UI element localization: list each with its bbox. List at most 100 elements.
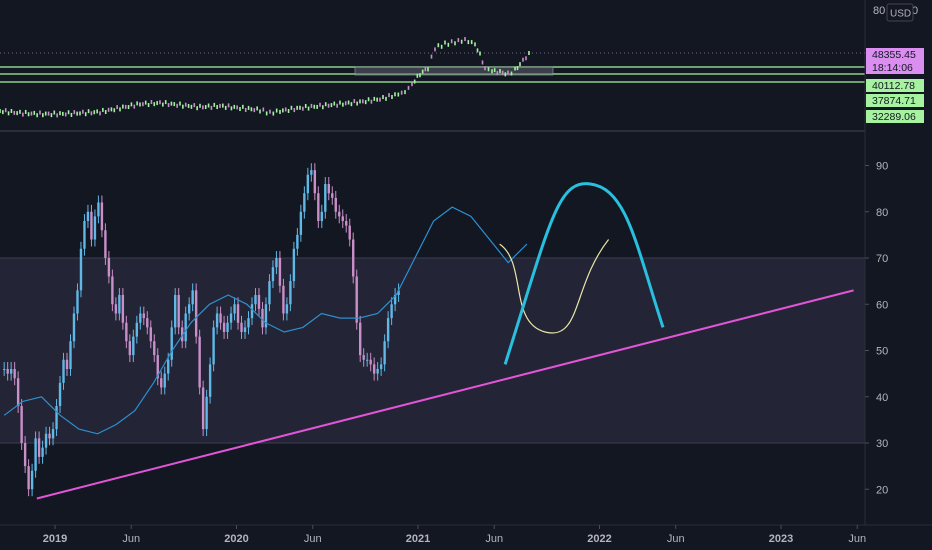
price-candle bbox=[296, 105, 298, 110]
price-candle bbox=[196, 106, 198, 111]
price-candle bbox=[407, 85, 410, 90]
rsi-candle bbox=[160, 378, 163, 388]
price-candle bbox=[139, 102, 141, 107]
price-candle bbox=[519, 62, 521, 67]
price-candle bbox=[79, 111, 81, 116]
price-candle bbox=[344, 101, 347, 106]
rsi-candle bbox=[37, 438, 41, 457]
rsi-axis-label: 80 bbox=[876, 207, 888, 219]
rsi-candle bbox=[132, 336, 135, 356]
price-candle bbox=[481, 60, 484, 65]
price-candle bbox=[230, 106, 233, 111]
rsi-candle bbox=[390, 304, 393, 319]
price-candle bbox=[202, 105, 204, 110]
price-candle bbox=[339, 100, 341, 105]
rsi-axis-label: 30 bbox=[876, 438, 888, 450]
rsi-candle bbox=[226, 322, 229, 332]
rsi-candle bbox=[146, 318, 149, 328]
price-candle bbox=[394, 92, 396, 97]
rsi-candle bbox=[341, 216, 344, 221]
rsi-candle bbox=[191, 290, 194, 305]
price-candle bbox=[419, 73, 421, 78]
price-candle bbox=[444, 40, 446, 45]
rsi-projection-alt bbox=[499, 239, 610, 334]
price-candle bbox=[457, 38, 460, 43]
time-axis-label: 2019 bbox=[43, 533, 67, 545]
price-candle bbox=[207, 103, 210, 108]
time-axis-label: Jun bbox=[122, 533, 140, 545]
price-tag-label: 37874.71 bbox=[872, 95, 916, 107]
price-candle bbox=[262, 107, 265, 112]
rsi-candle bbox=[114, 304, 118, 314]
price-candle bbox=[279, 109, 281, 114]
price-axis[interactable]: 20 30 40 50 60 70 80 90 bbox=[865, 161, 888, 497]
price-candle bbox=[176, 103, 178, 108]
rsi-candle bbox=[215, 313, 219, 328]
rsi-candle bbox=[72, 313, 76, 342]
time-axis-label: Jun bbox=[667, 533, 685, 545]
rsi-candle bbox=[187, 304, 191, 314]
rsi-candle bbox=[303, 193, 306, 212]
rsi-candle bbox=[338, 211, 341, 217]
price-candle bbox=[467, 40, 470, 45]
price-candle bbox=[16, 111, 18, 116]
price-candle bbox=[391, 95, 393, 100]
currency-button[interactable] bbox=[886, 3, 914, 22]
price-candle bbox=[313, 104, 316, 109]
price-candle bbox=[464, 37, 466, 42]
rsi-candle bbox=[142, 313, 145, 319]
price-candle bbox=[24, 109, 27, 114]
time-axis-label: Jun bbox=[304, 533, 322, 545]
price-candle bbox=[136, 101, 138, 106]
price-candle bbox=[216, 105, 218, 110]
rsi-candle bbox=[271, 267, 275, 282]
price-candle bbox=[437, 43, 440, 48]
price-candle bbox=[499, 68, 501, 73]
rsi-candle bbox=[27, 466, 30, 490]
time-axis[interactable]: 2019 Jun 2020 Jun 2021 Jun 2022 Jun 2023 Jun bbox=[43, 525, 866, 545]
price-candle bbox=[187, 103, 190, 108]
rsi-candle bbox=[79, 248, 83, 291]
price-candle bbox=[411, 82, 413, 87]
rsi-candle bbox=[44, 433, 48, 448]
price-candle bbox=[430, 54, 433, 59]
price-candle bbox=[460, 39, 463, 44]
price-candle bbox=[110, 107, 113, 112]
rsi-panel bbox=[0, 163, 865, 500]
price-candle bbox=[130, 102, 133, 107]
rsi-moving-average bbox=[3, 206, 528, 435]
time-axis-label: 2022 bbox=[587, 533, 611, 545]
rsi-axis-label: 70 bbox=[876, 253, 888, 265]
price-tag-last-price bbox=[866, 48, 924, 61]
price-candle bbox=[44, 111, 47, 116]
price-candle bbox=[416, 73, 419, 78]
price-candle bbox=[342, 102, 344, 107]
price-candle bbox=[19, 109, 21, 114]
price-candle bbox=[99, 111, 101, 116]
price-candle bbox=[27, 112, 30, 117]
price-candle bbox=[193, 103, 196, 108]
price-candle bbox=[382, 95, 384, 100]
rsi-axis-label: 90 bbox=[876, 161, 888, 173]
price-tag-level bbox=[866, 94, 924, 107]
time-axis-label: Jun bbox=[485, 533, 503, 545]
rsi-candle bbox=[348, 225, 351, 240]
rsi-candle bbox=[278, 258, 282, 286]
price-candle bbox=[501, 70, 504, 75]
price-candle bbox=[484, 66, 486, 71]
rsi-candle bbox=[83, 221, 86, 249]
rsi-candle bbox=[299, 211, 303, 235]
rsi-candle bbox=[149, 327, 152, 342]
price-candle bbox=[182, 104, 184, 109]
time-axis-label: 2021 bbox=[406, 533, 430, 545]
rsi-candle bbox=[62, 359, 65, 383]
rsi-candle bbox=[104, 230, 107, 258]
price-candle bbox=[59, 111, 61, 116]
price-candle bbox=[42, 113, 44, 118]
price-candle bbox=[144, 100, 147, 105]
price-candle bbox=[50, 113, 53, 118]
rsi-candle bbox=[352, 239, 355, 277]
price-candle bbox=[133, 104, 136, 109]
rsi-candle bbox=[306, 174, 310, 194]
price-candle bbox=[33, 110, 36, 115]
